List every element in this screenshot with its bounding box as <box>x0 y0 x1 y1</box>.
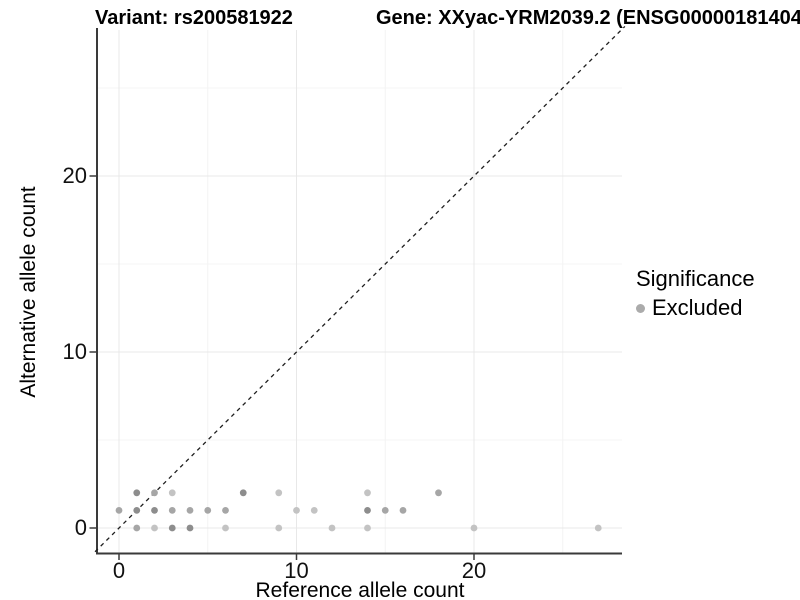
data-point <box>275 524 283 532</box>
data-point <box>168 489 176 497</box>
data-point <box>168 507 176 514</box>
data-point <box>293 507 300 514</box>
data-point <box>364 507 371 514</box>
legend-title: Significance <box>636 266 755 291</box>
data-point <box>239 489 247 497</box>
legend-item-label: Excluded <box>652 295 743 320</box>
legend-item-excluded: Excluded <box>631 295 755 321</box>
data-point <box>364 524 371 532</box>
data-point <box>151 507 158 514</box>
data-point <box>364 489 371 497</box>
data-point <box>328 524 336 532</box>
data-point <box>435 489 442 497</box>
data-point <box>222 524 229 532</box>
plot-title-gene: Gene: XXyac-YRM2039.2 (ENSG00000181404 <box>376 7 800 29</box>
data-point <box>151 489 158 497</box>
data-point <box>133 489 141 497</box>
legend-point-icon <box>636 303 645 313</box>
data-point <box>186 524 194 532</box>
legend: Significance Excluded <box>631 266 755 321</box>
data-point <box>594 524 602 532</box>
data-point <box>275 489 283 497</box>
data-point <box>168 524 176 532</box>
data-point <box>470 524 478 532</box>
y-axis-title: Alternative allele count <box>17 186 40 398</box>
data-point <box>204 507 212 514</box>
data-point <box>399 507 407 514</box>
identity-line <box>94 25 626 553</box>
data-point <box>133 524 141 532</box>
plot-title-variant: Variant: rs200581922 <box>95 7 293 29</box>
data-point <box>186 507 194 514</box>
data-point <box>151 524 158 532</box>
data-point <box>310 507 318 514</box>
data-point <box>381 507 389 514</box>
x-axis-title: Reference allele count <box>255 579 465 600</box>
data-point <box>133 507 141 514</box>
data-point <box>222 507 229 514</box>
data-point <box>115 507 123 514</box>
